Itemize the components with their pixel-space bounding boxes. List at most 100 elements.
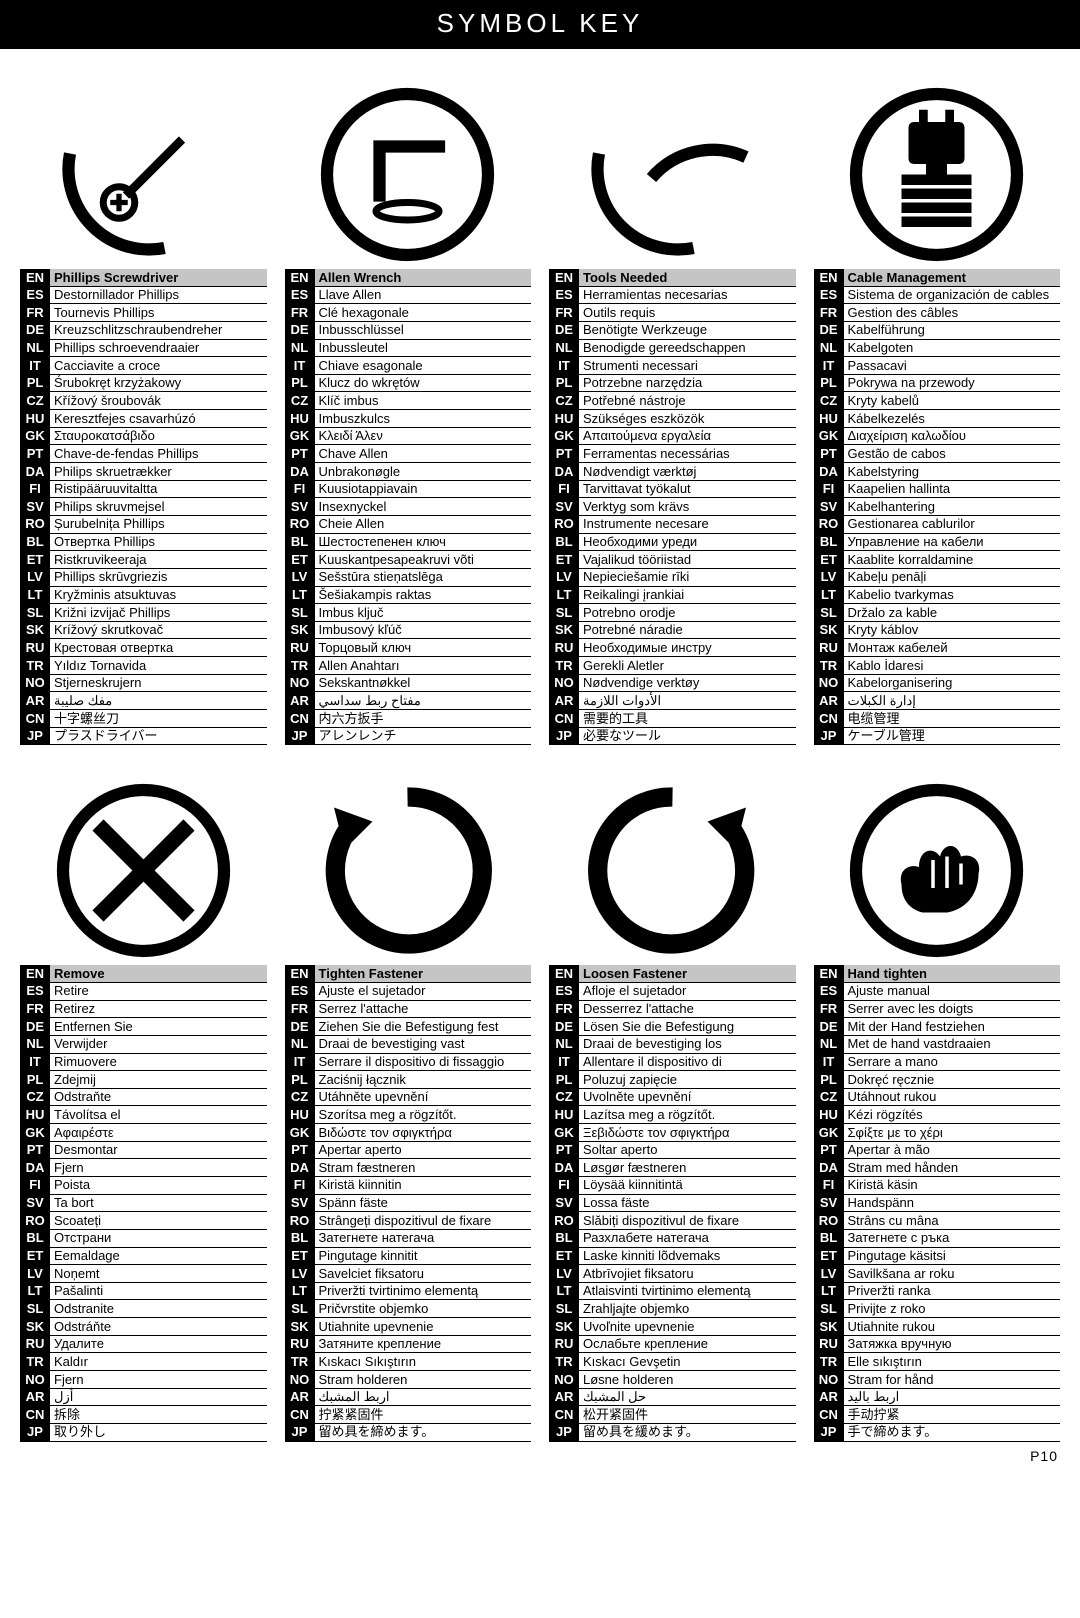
translation-label: Remove [50,965,267,982]
lang-code: FI [285,480,315,498]
table-row: JP手で締めます。 [814,1423,1061,1441]
lang-code: CN [285,710,315,728]
table-row: CZUtáhněte upevnění [285,1088,532,1106]
lang-code: LT [549,1282,579,1300]
translation-label: Klucz do wkrętów [315,374,532,392]
lang-code: RO [285,1212,315,1230]
translation-label: Nødvendigt værktøj [579,463,796,481]
table-row: ETKuuskantpesapeakruvi võti [285,551,532,569]
translation-label: Poluzuj zapięcie [579,1071,796,1089]
table-row: ROInstrumente necesare [549,515,796,533]
table-row: CZOdstraňte [20,1088,267,1106]
lang-code: RU [549,1335,579,1353]
translation-label: Kabelhantering [844,498,1061,516]
table-row: HUSzükséges eszközök [549,410,796,428]
tools-icon [549,79,796,269]
lang-code: NL [549,1035,579,1053]
translation-label: Desserrez l'attache [579,1000,796,1018]
lang-code: GK [814,427,844,445]
translation-label: 必要なツール [579,727,796,745]
translation-label: Монтаж кабелей [844,639,1061,657]
table-row: SLImbus ključ [285,604,532,622]
translation-label: Strângeți dispozitivul de fixare [315,1212,532,1230]
lang-code: SK [20,1318,50,1336]
table-row: ENHand tighten [814,965,1061,982]
translation-label: Śrubokręt krzyżakowy [50,374,267,392]
lang-code: RU [285,639,315,657]
lang-code: FR [285,1000,315,1018]
table-row: JP取り外し [20,1423,267,1441]
table-row: ROScoateți [20,1212,267,1230]
lang-code: CZ [814,392,844,410]
table-row: LVSavilkšana ar roku [814,1265,1061,1283]
table-row: ESHerramientas necesarias [549,286,796,304]
translation-label: Retire [50,982,267,1000]
lang-code: SK [549,621,579,639]
table-row: NOKabelorganisering [814,674,1061,692]
lang-code: FI [20,480,50,498]
lang-code: IT [20,357,50,375]
translation-label: Loosen Fastener [579,965,796,982]
lang-code: TR [285,657,315,675]
translation-label: Ristkruvikeeraja [50,551,267,569]
translation-label: Kabelgoten [844,339,1061,357]
table-row: PLPotrzebne narzędzia [549,374,796,392]
lang-code: ES [20,982,50,1000]
table-row: NLMet de hand vastdraaien [814,1035,1061,1053]
translation-label: 取り外し [50,1423,267,1441]
translation-label: Отвертка Phillips [50,533,267,551]
lang-code: BL [814,1229,844,1247]
lang-code: AR [814,692,844,710]
lang-code: JP [549,727,579,745]
symbol-row-2: ENRemoveESRetireFRRetirezDEEntfernen Sie… [20,775,1060,1441]
table-row: HUTávolítsa el [20,1106,267,1124]
lang-code: SK [285,621,315,639]
table-row: DELösen Sie die Befestigung [549,1018,796,1036]
lang-code: SL [285,604,315,622]
table-row: ITStrumenti necessari [549,357,796,375]
translation-label: Kryty kabelů [844,392,1061,410]
table-row: SVKabelhantering [814,498,1061,516]
translation-label: Sekskantnøkkel [315,674,532,692]
table-row: LTAtlaisvinti tvirtinimo elementą [549,1282,796,1300]
translation-label: 需要的工具 [579,710,796,728]
translation-label: 松开紧固件 [579,1406,796,1424]
lang-code: RO [20,515,50,533]
translation-label: مفك صليبة [50,692,267,710]
table-row: SKKryty káblov [814,621,1061,639]
translation-label: Potrebno orodje [579,604,796,622]
table-row: BLОтвертка Phillips [20,533,267,551]
lang-code: CZ [285,392,315,410]
lang-code: SV [285,498,315,516]
table-row: LVKabeļu penāļi [814,568,1061,586]
table-row: FRSerrez l'attache [285,1000,532,1018]
lang-code: ET [285,551,315,569]
table-row: ENAllen Wrench [285,269,532,286]
table-row: HUImbuszkulcs [285,410,532,428]
table-row: SVTa bort [20,1194,267,1212]
translation-label: Ferramentas necessárias [579,445,796,463]
table-row: ITCacciavite a croce [20,357,267,375]
table-row: LTŠešiakampis raktas [285,586,532,604]
translation-label: Pokrywa na przewody [844,374,1061,392]
table-row: ENLoosen Fastener [549,965,796,982]
translation-label: Allen Anahtarı [315,657,532,675]
lang-code: EN [814,269,844,286]
lang-code: EN [814,965,844,982]
lang-code: FI [549,480,579,498]
translation-label: Pašalinti [50,1282,267,1300]
translation-label: Chave Allen [315,445,532,463]
lang-code: BL [20,1229,50,1247]
lang-code: LV [285,1265,315,1283]
lang-code: CN [20,1406,50,1424]
translation-label: Lösen Sie die Befestigung [579,1018,796,1036]
translation-label: Odstráňte [50,1318,267,1336]
lang-code: RO [814,515,844,533]
translation-label: Scoateți [50,1212,267,1230]
translation-label: Kábelkezelés [844,410,1061,428]
table-row: RUУдалите [20,1335,267,1353]
lang-code: CZ [549,392,579,410]
table-row: CZKřížový šroubovák [20,392,267,410]
lang-code: SL [814,604,844,622]
table-row: DAStram med hånden [814,1159,1061,1177]
